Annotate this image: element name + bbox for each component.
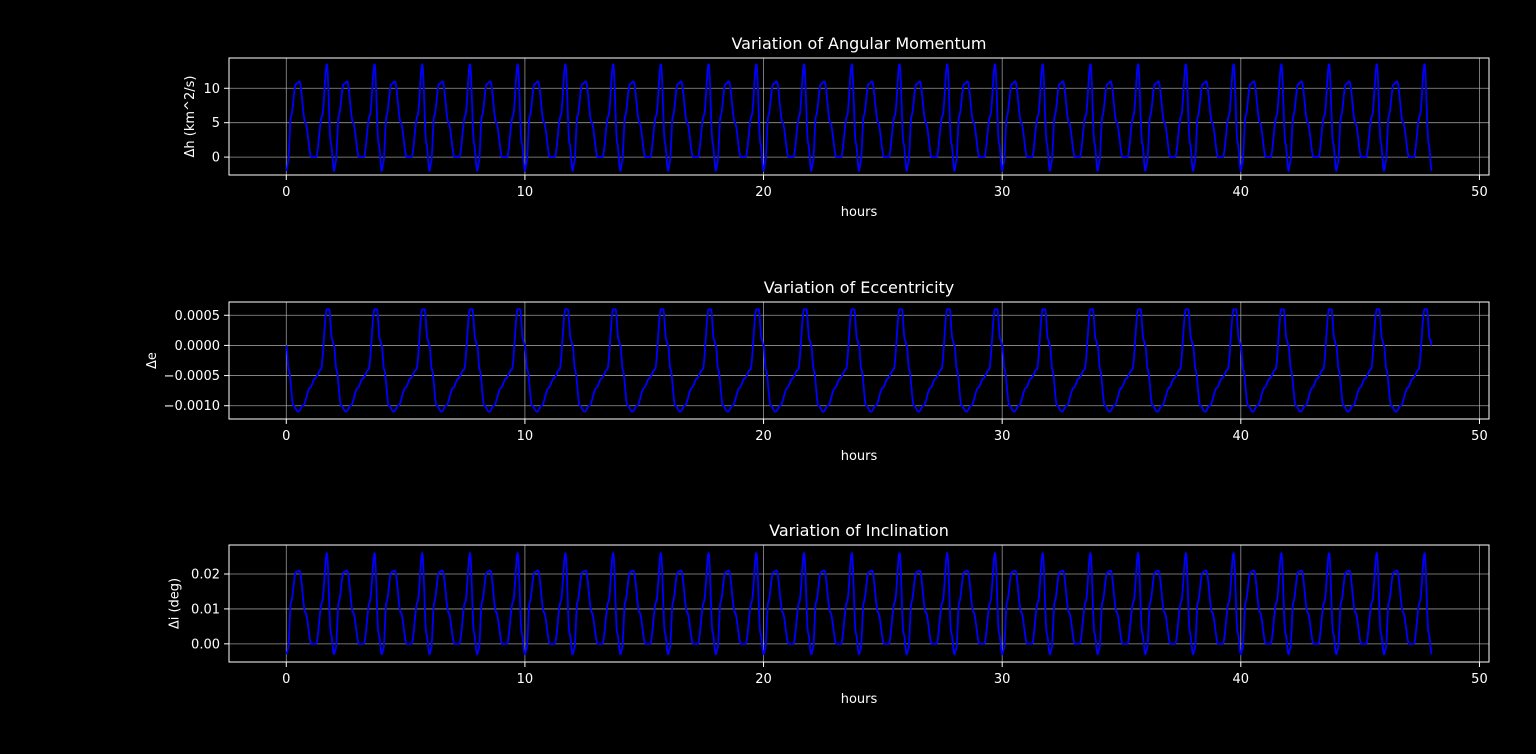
chart-eccentricity: 0 10 20 30 40 50 0.0005 0.0000 −0.0005 −0.0010 Var… (145, 278, 1490, 464)
chart-inclination-frame (228, 544, 1490, 663)
chart-angular-momentum-x-tick-label: 40 (1233, 185, 1250, 200)
chart-eccentricity-series-line (285, 308, 1433, 413)
chart-eccentricity-title: Variation of Eccentricity (764, 278, 955, 297)
chart-angular-momentum-y-label: Δh (km^2/s) (183, 76, 198, 158)
chart-angular-momentum-x-tick-label: 50 (1471, 185, 1488, 200)
chart-inclination-y-tick-label: 0.00 (191, 637, 220, 652)
chart-angular-momentum-y-tick-label: 10 (203, 82, 220, 97)
chart-inclination-title: Variation of Inclination (769, 521, 949, 540)
chart-inclination-y-tick-label: 0.02 (191, 567, 220, 582)
chart-inclination-y-tick-label: 0.01 (191, 602, 220, 617)
chart-inclination-y-label: Δi (deg) (168, 578, 183, 629)
chart-inclination-x-tick-label: 40 (1233, 672, 1250, 687)
chart-eccentricity-y-label: Δe (145, 352, 160, 369)
chart-inclination-series-line (285, 552, 1433, 656)
chart-inclination-plot-area (228, 544, 1490, 663)
chart-eccentricity-x-tick-label: 50 (1471, 429, 1488, 444)
chart-eccentricity-x-label: hours (841, 449, 878, 464)
chart-inclination: 0 10 20 30 40 50 0.00 0.01 0.02 Variation of Incl… (168, 521, 1490, 707)
chart-eccentricity-x-tick-label: 20 (755, 429, 772, 444)
chart-eccentricity-x-tick-label: 10 (517, 429, 534, 444)
chart-angular-momentum-x-tick-label: 30 (994, 185, 1011, 200)
chart-angular-momentum-series-line (285, 63, 1433, 172)
chart-inclination-x-tick-label: 30 (994, 672, 1011, 687)
chart-inclination-x-tick-label: 50 (1471, 672, 1488, 687)
chart-inclination-x-tick-label: 10 (517, 672, 534, 687)
chart-eccentricity-y-tick-label: 0.0005 (175, 309, 221, 324)
chart-angular-momentum-x-tick-label: 20 (755, 185, 772, 200)
chart-eccentricity-y-tick-label: −0.0010 (164, 399, 220, 414)
chart-eccentricity-y-tick-label: −0.0005 (164, 369, 220, 384)
chart-inclination-x-tick-label: 20 (755, 672, 772, 687)
chart-angular-momentum: 0 10 20 30 40 50 0 5 10 Variation of Angular Mome… (183, 34, 1490, 220)
chart-angular-momentum-x-tick-label: 10 (517, 185, 534, 200)
chart-eccentricity-x-tick-label: 40 (1233, 429, 1250, 444)
chart-angular-momentum-y-tick-label: 0 (212, 151, 220, 166)
chart-eccentricity-y-tick-label: 0.0000 (175, 339, 221, 354)
chart-inclination-x-label: hours (841, 692, 878, 707)
chart-inclination-x-tick-label: 0 (282, 672, 290, 687)
chart-eccentricity-frame (228, 301, 1490, 420)
chart-angular-momentum-frame (228, 57, 1490, 176)
chart-angular-momentum-y-tick-label: 5 (212, 116, 220, 131)
chart-angular-momentum-x-label: hours (841, 205, 878, 220)
chart-angular-momentum-x-tick-label: 0 (282, 185, 290, 200)
chart-eccentricity-x-tick-label: 30 (994, 429, 1011, 444)
chart-angular-momentum-title: Variation of Angular Momentum (731, 34, 986, 53)
chart-eccentricity-x-tick-label: 0 (282, 429, 290, 444)
